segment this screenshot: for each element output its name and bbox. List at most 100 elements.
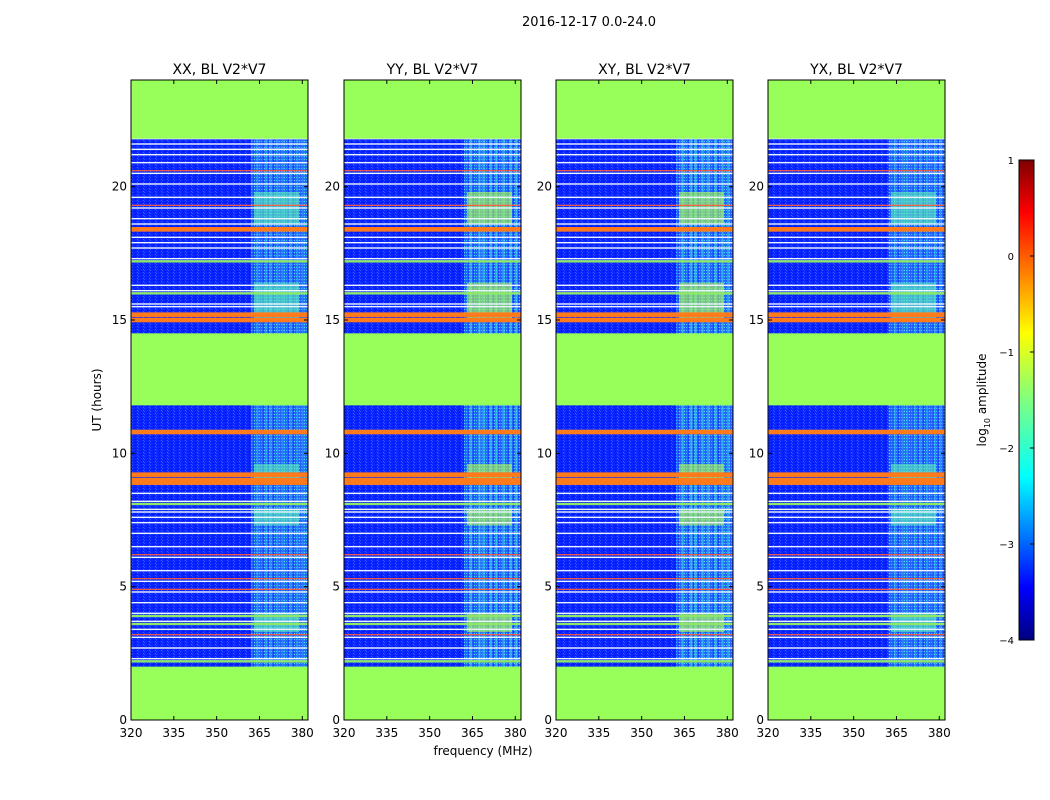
green-row — [131, 622, 308, 626]
colorbar-tick-label: −1 — [999, 348, 1014, 359]
white-row — [556, 591, 733, 593]
panel: XY, BL V2*V7 320 335 350 365 380 0 5 10 15 20 — [537, 62, 739, 740]
white-row — [131, 521, 308, 524]
panel-frame — [767, 79, 946, 721]
y-tick-label: 15 — [112, 313, 127, 327]
red-row — [131, 204, 308, 206]
white-row — [768, 207, 945, 209]
flagged-region — [344, 333, 521, 406]
white-row — [131, 143, 308, 145]
white-row — [344, 161, 521, 164]
orange-row — [344, 312, 521, 317]
x-tick-label: 320 — [545, 726, 568, 740]
white-row — [344, 492, 521, 495]
colorbar-tick-label: −3 — [999, 540, 1014, 551]
white-row — [131, 511, 308, 513]
y-tick-label: 5 — [119, 580, 127, 594]
red-row — [344, 588, 521, 590]
white-row — [344, 628, 521, 631]
white-row — [556, 143, 733, 145]
red-row — [344, 170, 521, 172]
white-row — [131, 556, 308, 559]
white-row — [131, 628, 308, 631]
white-row — [768, 161, 945, 164]
orange-row — [556, 480, 733, 485]
colorbar: 1 0 −1 −2 −3 −4 log10 amplitude — [975, 156, 1035, 647]
orange-row — [556, 317, 733, 323]
white-row — [556, 601, 733, 604]
green-row — [131, 260, 308, 263]
colorbar-gradient — [1018, 159, 1035, 641]
white-row — [556, 207, 733, 209]
white-row — [131, 257, 308, 260]
orange-row — [131, 477, 308, 483]
panel-frame — [343, 79, 522, 721]
x-tick-label: 335 — [799, 726, 822, 740]
orange-row — [344, 472, 521, 477]
x-tick-label: 350 — [418, 726, 441, 740]
white-row — [768, 500, 945, 503]
white-row — [556, 196, 733, 199]
red-row — [344, 634, 521, 636]
white-row — [768, 591, 945, 593]
y-tick-label: 10 — [112, 446, 127, 460]
white-row — [131, 153, 308, 156]
white-row — [556, 647, 733, 649]
y-tick-label: 0 — [119, 713, 127, 727]
flagged-region — [768, 80, 945, 139]
red-row — [768, 204, 945, 206]
y-tick-label: 5 — [756, 580, 764, 594]
white-row — [344, 196, 521, 199]
white-row — [344, 143, 521, 145]
red-row — [131, 634, 308, 636]
y-tick-label: 20 — [537, 180, 552, 194]
white-row — [344, 305, 521, 308]
white-row — [131, 516, 308, 519]
white-row — [131, 569, 308, 572]
green-row — [344, 260, 521, 263]
white-row — [344, 556, 521, 559]
white-row — [768, 580, 945, 583]
red-row — [131, 170, 308, 172]
red-row — [768, 588, 945, 590]
red-row — [131, 578, 308, 580]
white-row — [556, 289, 733, 292]
red-row — [556, 170, 733, 172]
flagged-region — [768, 333, 945, 406]
white-row — [768, 223, 945, 225]
white-row — [556, 545, 733, 548]
white-row — [131, 196, 308, 199]
white-row — [768, 284, 945, 287]
white-row — [768, 305, 945, 308]
x-tick-label: 365 — [248, 726, 271, 740]
x-tick-label: 335 — [587, 726, 610, 740]
white-row — [131, 545, 308, 548]
green-row — [344, 502, 521, 506]
white-row — [131, 207, 308, 209]
y-tick-label: 5 — [544, 580, 552, 594]
y-tick-label: 10 — [537, 446, 552, 460]
white-row — [344, 647, 521, 649]
white-row — [131, 647, 308, 649]
orange-row — [344, 227, 521, 232]
white-row — [131, 532, 308, 535]
red-row — [344, 578, 521, 580]
white-row — [556, 508, 733, 511]
y-tick-label: 20 — [749, 180, 764, 194]
y-tick-label: 20 — [325, 180, 340, 194]
white-row — [768, 628, 945, 631]
white-row — [768, 601, 945, 604]
white-row — [556, 284, 733, 287]
flagged-region — [131, 333, 308, 406]
green-row — [344, 614, 521, 618]
green-row — [131, 660, 308, 663]
white-row — [131, 580, 308, 583]
white-row — [344, 636, 521, 639]
bright-block — [466, 613, 512, 632]
x-tick-label: 380 — [291, 726, 314, 740]
white-row — [344, 257, 521, 260]
white-row — [768, 148, 945, 151]
white-row — [344, 241, 521, 244]
white-row — [344, 217, 521, 220]
white-row — [131, 500, 308, 503]
